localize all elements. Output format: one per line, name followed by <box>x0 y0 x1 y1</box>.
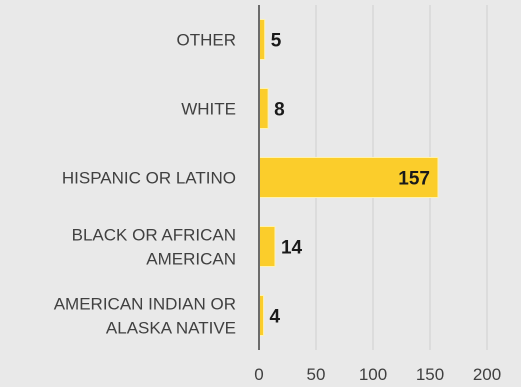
bar <box>258 226 276 267</box>
data-label: 5 <box>271 31 282 52</box>
x-tick-label: 200 <box>473 365 501 384</box>
data-label: 157 <box>398 169 430 190</box>
category-label: AMERICAN INDIAN OR <box>54 295 236 314</box>
bar <box>258 88 269 129</box>
category-label: AMERICAN <box>146 250 236 269</box>
x-tick-label: 150 <box>416 365 444 384</box>
category-label: WHITE <box>181 100 236 119</box>
category-label: ALASKA NATIVE <box>106 319 236 338</box>
value-axis-tick-labels: 0 50 100 150 200 <box>254 365 501 384</box>
data-label: 4 <box>270 307 281 328</box>
category-label: OTHER <box>177 31 237 50</box>
x-tick-label: 100 <box>359 365 387 384</box>
category-label: HISPANIC OR LATINO <box>62 169 236 188</box>
data-labels: 5 8 157 14 4 <box>270 31 430 328</box>
category-labels: OTHER WHITE HISPANIC OR LATINO BLACK OR AFR… <box>54 31 236 338</box>
data-label: 14 <box>281 238 303 259</box>
category-label: BLACK OR AFRICAN <box>72 226 236 245</box>
data-label: 8 <box>274 100 285 121</box>
x-tick-label: 50 <box>307 365 326 384</box>
x-tick-label: 0 <box>254 365 263 384</box>
